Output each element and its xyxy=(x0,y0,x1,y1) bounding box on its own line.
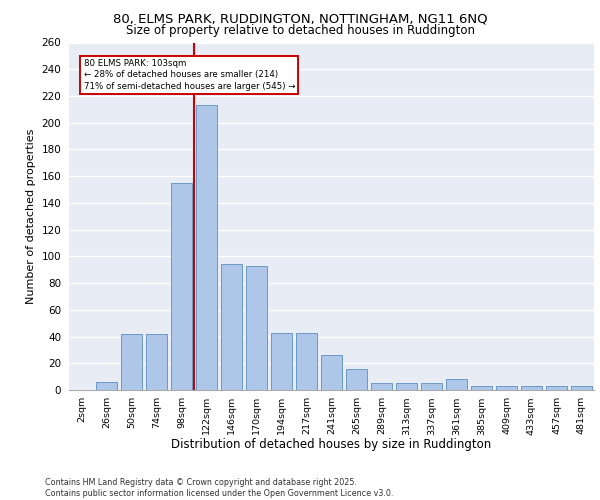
Text: Size of property relative to detached houses in Ruddington: Size of property relative to detached ho… xyxy=(125,24,475,37)
Text: 80, ELMS PARK, RUDDINGTON, NOTTINGHAM, NG11 6NQ: 80, ELMS PARK, RUDDINGTON, NOTTINGHAM, N… xyxy=(113,12,487,25)
Bar xyxy=(471,386,492,390)
Bar xyxy=(346,368,367,390)
Bar xyxy=(146,334,167,390)
Bar xyxy=(571,386,592,390)
Bar xyxy=(421,384,442,390)
Y-axis label: Number of detached properties: Number of detached properties xyxy=(26,128,36,304)
Bar xyxy=(446,380,467,390)
Bar xyxy=(96,382,117,390)
Text: 80 ELMS PARK: 103sqm
← 28% of detached houses are smaller (214)
71% of semi-deta: 80 ELMS PARK: 103sqm ← 28% of detached h… xyxy=(83,58,295,91)
Bar xyxy=(246,266,267,390)
X-axis label: Distribution of detached houses by size in Ruddington: Distribution of detached houses by size … xyxy=(172,438,491,450)
Bar xyxy=(221,264,242,390)
Bar xyxy=(296,332,317,390)
Bar xyxy=(196,106,217,390)
Bar xyxy=(321,355,342,390)
Bar xyxy=(271,332,292,390)
Bar xyxy=(496,386,517,390)
Bar xyxy=(396,384,417,390)
Bar xyxy=(371,384,392,390)
Bar xyxy=(171,183,192,390)
Bar xyxy=(121,334,142,390)
Text: Contains HM Land Registry data © Crown copyright and database right 2025.
Contai: Contains HM Land Registry data © Crown c… xyxy=(45,478,394,498)
Bar xyxy=(546,386,567,390)
Bar xyxy=(521,386,542,390)
